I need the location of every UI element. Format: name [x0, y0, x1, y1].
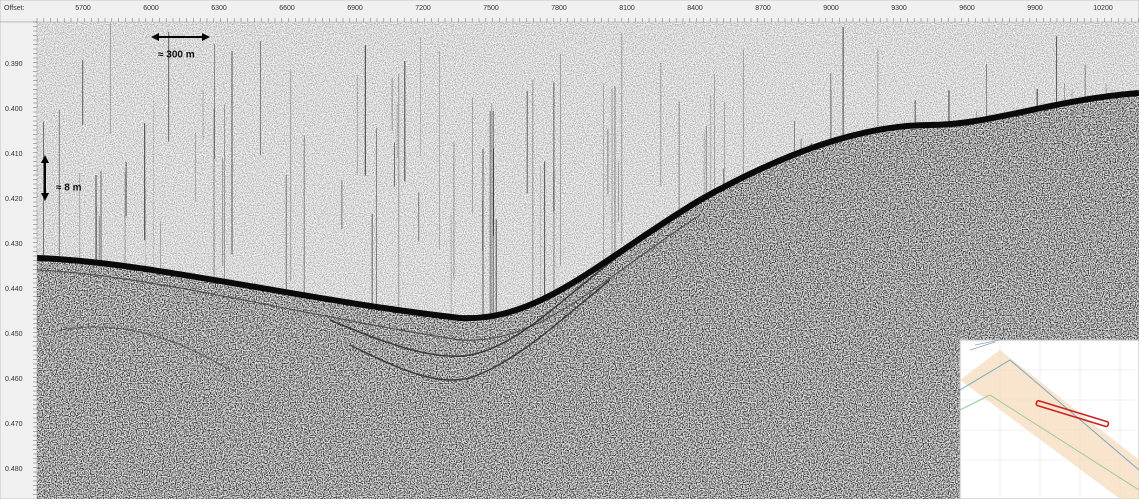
y-ruler-label: 0.480: [5, 466, 23, 473]
y-ruler-label: 0.430: [5, 241, 23, 248]
horizontal-scale-label: ≈ 300 m: [158, 50, 195, 61]
y-ruler-label: 0.470: [5, 421, 23, 428]
x-ruler-label: 9000: [823, 5, 839, 12]
x-ruler-label: 10200: [1093, 5, 1113, 12]
x-ruler-label: 8700: [755, 5, 771, 12]
inset-map: [960, 340, 1139, 499]
x-ruler-label: 7800: [551, 5, 567, 12]
y-ruler-label: 0.420: [5, 196, 23, 203]
x-ruler-label: 6000: [143, 5, 159, 12]
y-ruler-label: 0.410: [5, 151, 23, 158]
y-ruler-label: 0.400: [5, 106, 23, 113]
x-ruler-label: 6600: [279, 5, 295, 12]
x-ruler-label: 7500: [483, 5, 499, 12]
y-ruler-label: 0.440: [5, 286, 23, 293]
x-ruler-label: 9900: [1027, 5, 1043, 12]
x-ruler-label: 6300: [211, 5, 227, 12]
x-ruler-label: 6900: [347, 5, 363, 12]
y-ruler-label: 0.390: [5, 61, 23, 68]
offset-label: Offset:: [4, 5, 25, 12]
x-ruler-label: 9600: [959, 5, 975, 12]
x-ruler-label: 7200: [415, 5, 431, 12]
x-ruler-label: 5700: [75, 5, 91, 12]
x-ruler-label: 8400: [687, 5, 703, 12]
vertical-scale-label: ≈ 8 m: [56, 183, 82, 194]
y-ruler-label: 0.460: [5, 376, 23, 383]
x-ruler-label: 9300: [891, 5, 907, 12]
y-ruler-label: 0.450: [5, 331, 23, 338]
x-ruler-label: 8100: [619, 5, 635, 12]
profile-viewer: 5700 6000 6300 6600 6900 7200 7500 7800 8100 8400…: [0, 0, 1139, 499]
